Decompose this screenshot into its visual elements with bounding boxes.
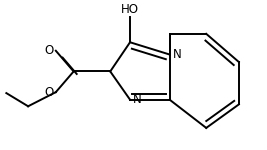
Text: O: O [45, 86, 54, 99]
Text: O: O [45, 44, 54, 57]
Text: HO: HO [121, 3, 139, 16]
Text: N: N [133, 93, 142, 106]
Text: N: N [172, 48, 181, 61]
